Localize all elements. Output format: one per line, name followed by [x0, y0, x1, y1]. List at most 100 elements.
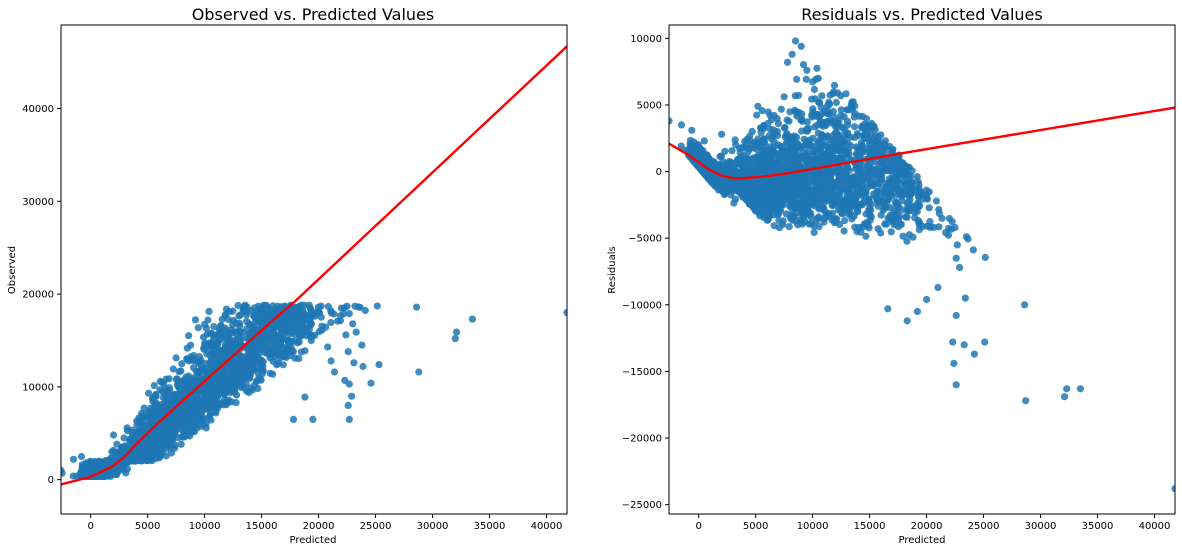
- data-point: [206, 352, 214, 360]
- data-point: [352, 328, 360, 336]
- data-point: [190, 364, 198, 372]
- data-point: [136, 448, 144, 456]
- data-point: [241, 359, 249, 368]
- data-point: [944, 231, 953, 239]
- data-point: [925, 204, 933, 212]
- data-point: [901, 169, 909, 177]
- data-point: [236, 327, 244, 336]
- data-point: [981, 253, 989, 261]
- data-point: [318, 326, 326, 334]
- data-point: [254, 302, 262, 310]
- data-point: [841, 176, 849, 184]
- data-point: [864, 221, 872, 229]
- data-point: [909, 204, 917, 212]
- data-point: [200, 333, 208, 341]
- data-point: [880, 141, 888, 149]
- data-point: [342, 331, 350, 339]
- data-point: [185, 355, 193, 363]
- data-point: [179, 410, 187, 418]
- data-point: [138, 455, 146, 463]
- data-point: [155, 433, 163, 441]
- data-point: [235, 319, 244, 328]
- data-point: [212, 409, 220, 417]
- data-point: [375, 361, 383, 369]
- data-point: [769, 151, 777, 159]
- data-point: [906, 172, 915, 180]
- data-point: [291, 354, 299, 362]
- data-point: [180, 418, 188, 426]
- data-point: [177, 440, 185, 448]
- data-point: [218, 315, 226, 323]
- data-point: [962, 233, 971, 241]
- data-point: [246, 353, 254, 361]
- data-point: [150, 382, 158, 390]
- data-point: [194, 324, 202, 332]
- data-point: [837, 106, 846, 114]
- data-point: [210, 323, 218, 331]
- data-point: [358, 341, 366, 349]
- plot-area: [669, 37, 1175, 493]
- data-point: [850, 172, 859, 180]
- data-point: [748, 127, 756, 135]
- data-point: [915, 181, 923, 189]
- data-point: [259, 345, 267, 353]
- data-point: [212, 400, 220, 409]
- x-tick-label: 40000: [531, 521, 563, 532]
- point-cloud: [69, 301, 381, 480]
- data-point: [251, 358, 259, 366]
- data-point: [149, 407, 158, 415]
- data-point: [292, 304, 300, 312]
- data-point: [348, 392, 356, 400]
- data-point: [167, 430, 175, 438]
- data-point: [234, 301, 242, 310]
- y-tick-label: 30000: [22, 197, 54, 208]
- data-point: [257, 356, 265, 364]
- data-point: [274, 359, 283, 367]
- data-point: [945, 214, 954, 223]
- data-point: [272, 341, 280, 349]
- data-point: [809, 134, 817, 142]
- data-point: [181, 430, 189, 438]
- data-point: [310, 309, 318, 317]
- data-point: [877, 229, 885, 237]
- data-point: [145, 389, 153, 397]
- data-point: [345, 415, 353, 423]
- data-point: [274, 332, 282, 340]
- data-point: [814, 214, 822, 222]
- x-tick-label: 20000: [303, 521, 335, 532]
- y-tick-label: 0: [48, 475, 54, 486]
- data-point: [825, 210, 833, 218]
- data-point: [330, 368, 339, 376]
- data-point: [451, 335, 459, 343]
- data-point: [122, 469, 130, 477]
- data-point: [317, 313, 325, 321]
- data-point: [114, 451, 122, 459]
- data-point: [297, 348, 305, 356]
- data-point: [452, 328, 461, 336]
- data-point: [249, 386, 257, 394]
- data-point: [140, 404, 148, 412]
- data-point: [832, 98, 840, 107]
- data-point: [222, 385, 230, 393]
- data-point: [181, 388, 189, 396]
- data-point: [874, 202, 882, 210]
- data-point: [163, 424, 171, 433]
- data-point: [820, 218, 828, 226]
- x-axis-label: Predicted: [899, 535, 946, 546]
- y-axis-label: Residuals: [607, 246, 618, 293]
- data-point: [163, 387, 171, 395]
- x-tick-label: 0: [87, 521, 93, 532]
- data-point: [903, 237, 911, 245]
- data-point: [833, 122, 841, 130]
- data-point: [367, 379, 375, 387]
- chart-title: Observed vs. Predicted Values: [192, 5, 435, 24]
- data-point: [273, 322, 281, 330]
- data-point: [881, 164, 889, 172]
- data-point: [866, 210, 874, 219]
- data-point: [730, 199, 738, 207]
- data-point: [165, 375, 173, 383]
- data-point: [923, 195, 932, 203]
- data-point: [231, 360, 239, 368]
- data-point: [770, 222, 778, 230]
- data-point: [815, 99, 824, 107]
